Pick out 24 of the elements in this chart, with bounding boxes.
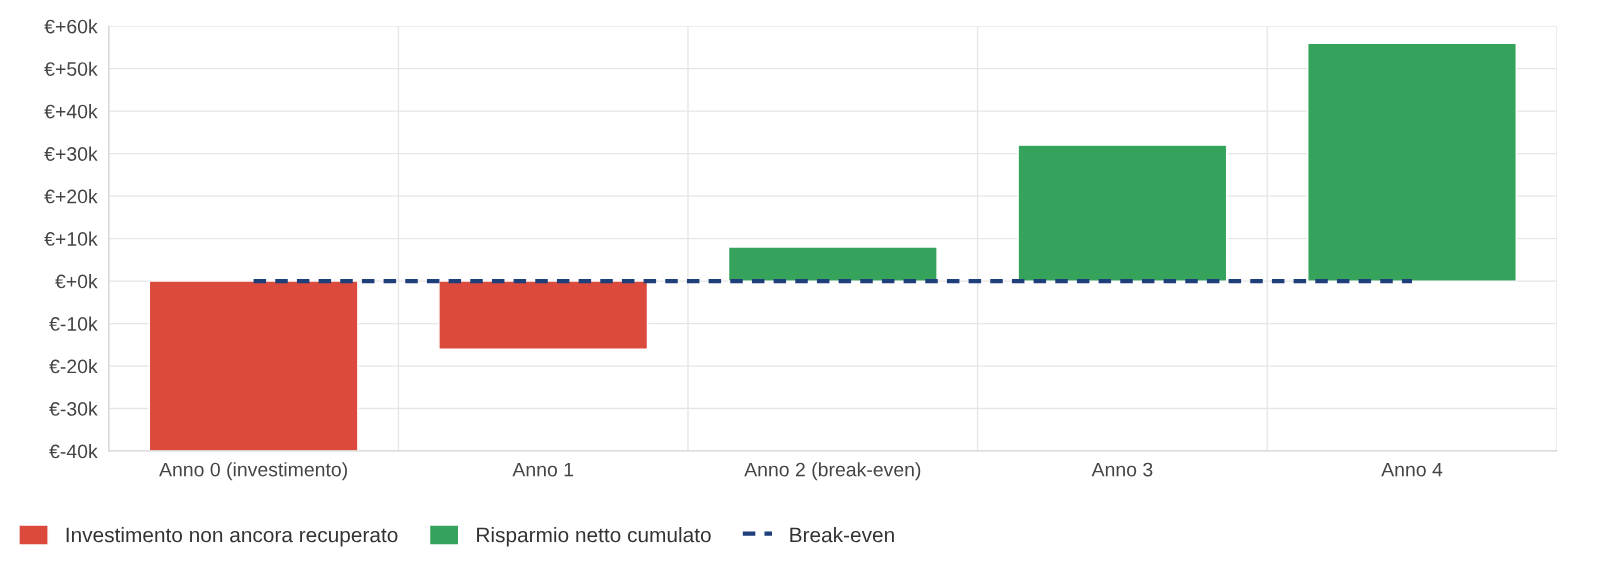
legend-label: Break-even bbox=[790, 527, 894, 543]
x-tick-label: Anno 0 (investimento) bbox=[159, 462, 347, 481]
bar bbox=[1017, 144, 1228, 282]
y-tick-label: €+50k bbox=[44, 61, 98, 76]
x-tick-label: Anno 1 bbox=[512, 462, 574, 477]
x-tick-label: Anno 2 (break-even) bbox=[744, 462, 921, 481]
y-tick-label: €+40k bbox=[44, 104, 98, 119]
legend-label: Risparmio netto cumulato bbox=[477, 527, 711, 547]
bar bbox=[727, 246, 938, 282]
y-tick-label: €-10k bbox=[49, 316, 98, 331]
legend-label: Investimento non ancora recuperato bbox=[66, 527, 398, 547]
y-tick-label: €+20k bbox=[44, 189, 98, 204]
x-tick-label: Anno 3 bbox=[1091, 462, 1153, 477]
bar bbox=[438, 280, 649, 350]
y-tick-label: €-40k bbox=[49, 444, 98, 459]
bar bbox=[148, 280, 359, 452]
y-tick-label: €+60k bbox=[44, 19, 98, 34]
y-tick-label: €-30k bbox=[49, 401, 98, 416]
y-tick-label: €+0k bbox=[55, 274, 98, 289]
bar bbox=[1307, 42, 1517, 282]
y-tick-label: €+30k bbox=[44, 146, 98, 161]
x-tick-label: Anno 4 bbox=[1381, 462, 1443, 477]
y-tick-label: €+10k bbox=[44, 231, 98, 246]
y-tick-label: €-20k bbox=[49, 359, 98, 374]
